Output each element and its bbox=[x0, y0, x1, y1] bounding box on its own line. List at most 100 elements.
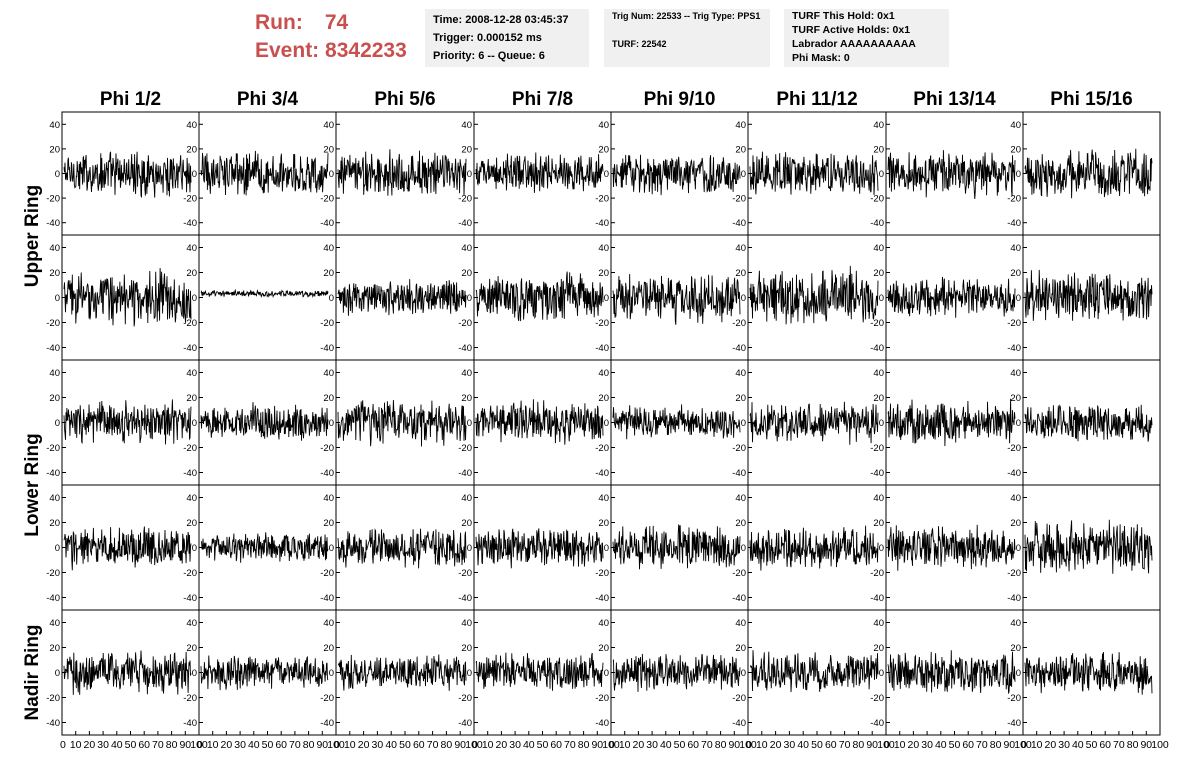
x-tick-label: 80 bbox=[441, 739, 453, 751]
y-tick-label: 0 bbox=[1016, 169, 1021, 180]
x-tick-label: 100 bbox=[1014, 739, 1032, 751]
y-tick-label: 40 bbox=[461, 120, 472, 131]
y-tick-label: 0 bbox=[192, 418, 197, 429]
y-tick-label: -40 bbox=[1007, 593, 1021, 604]
y-tick-label: 40 bbox=[461, 618, 472, 629]
column-header: Phi 5/6 bbox=[374, 89, 435, 110]
waveform-trace bbox=[337, 279, 467, 316]
y-tick-label: 0 bbox=[467, 668, 472, 679]
y-tick-label: -20 bbox=[595, 318, 609, 329]
y-tick-label: 20 bbox=[735, 393, 746, 404]
y-tick-label: 0 bbox=[741, 543, 746, 554]
y-tick-label: -40 bbox=[595, 468, 609, 479]
y-tick-label: 40 bbox=[873, 368, 884, 379]
y-tick-label: 40 bbox=[49, 618, 60, 629]
y-tick-label: 0 bbox=[192, 169, 197, 180]
x-tick-label: 70 bbox=[839, 739, 851, 751]
waveform-trace bbox=[1024, 269, 1153, 321]
x-tick-label: 60 bbox=[962, 739, 974, 751]
y-tick-label: 40 bbox=[323, 618, 334, 629]
y-tick-label: -40 bbox=[732, 343, 746, 354]
y-tick-label: 0 bbox=[329, 293, 334, 304]
x-tick-label: 20 bbox=[358, 739, 370, 751]
y-tick-label: 40 bbox=[323, 120, 334, 131]
y-tick-label: 40 bbox=[461, 493, 472, 504]
x-tick-label: 80 bbox=[715, 739, 727, 751]
y-tick-label: 20 bbox=[49, 643, 60, 654]
y-tick-label: 20 bbox=[49, 518, 60, 529]
y-tick-label: 40 bbox=[873, 243, 884, 254]
trig-num-text: Trig Num: 22533 -- Trig Type: PPS1 bbox=[612, 11, 761, 21]
waveform-trace bbox=[200, 655, 329, 691]
waveform-trace bbox=[475, 528, 604, 569]
y-tick-label: 20 bbox=[186, 144, 197, 155]
waveform-trace bbox=[612, 653, 741, 692]
y-tick-label: -20 bbox=[458, 443, 472, 454]
y-tick-label: 0 bbox=[741, 668, 746, 679]
y-tick-label: 20 bbox=[461, 643, 472, 654]
y-tick-label: -40 bbox=[732, 718, 746, 729]
y-tick-label: 40 bbox=[873, 618, 884, 629]
x-tick-label: 100 bbox=[1151, 739, 1169, 751]
y-tick-label: -20 bbox=[870, 318, 884, 329]
x-tick-label: 20 bbox=[1045, 739, 1057, 751]
ring-label: Upper Ring bbox=[22, 185, 43, 287]
y-tick-label: 20 bbox=[1010, 268, 1021, 279]
x-tick-label: 90 bbox=[866, 739, 878, 751]
x-tick-label: 50 bbox=[674, 739, 686, 751]
y-tick-label: 40 bbox=[1010, 493, 1021, 504]
y-tick-label: 20 bbox=[598, 518, 609, 529]
waveform-trace bbox=[337, 149, 467, 196]
y-tick-label: -20 bbox=[870, 568, 884, 579]
y-tick-label: 20 bbox=[323, 518, 334, 529]
y-tick-label: -40 bbox=[320, 718, 334, 729]
y-tick-label: 40 bbox=[873, 493, 884, 504]
x-tick-label: 30 bbox=[1058, 739, 1070, 751]
y-tick-label: -40 bbox=[320, 468, 334, 479]
y-tick-label: -40 bbox=[458, 593, 472, 604]
y-tick-label: 0 bbox=[741, 293, 746, 304]
y-tick-label: -40 bbox=[183, 218, 197, 229]
x-tick-label: 60 bbox=[687, 739, 699, 751]
y-tick-label: -40 bbox=[870, 718, 884, 729]
x-tick-label: 90 bbox=[728, 739, 740, 751]
y-tick-label: 40 bbox=[735, 493, 746, 504]
x-tick-label: 60 bbox=[413, 739, 425, 751]
y-tick-label: -20 bbox=[870, 693, 884, 704]
y-tick-label: 20 bbox=[873, 393, 884, 404]
x-tick-label: 0 bbox=[60, 739, 66, 751]
y-tick-label: -40 bbox=[1007, 218, 1021, 229]
x-tick-label: 40 bbox=[523, 739, 535, 751]
waveform-trace bbox=[1024, 651, 1153, 695]
phi-mask-text: Phi Mask: 0 bbox=[792, 52, 850, 64]
y-tick-label: 20 bbox=[598, 643, 609, 654]
y-tick-label: -40 bbox=[183, 468, 197, 479]
y-tick-label: -40 bbox=[320, 593, 334, 604]
y-tick-label: 40 bbox=[186, 368, 197, 379]
x-tick-label: 100 bbox=[327, 739, 345, 751]
plot-frame bbox=[198, 234, 337, 361]
y-tick-label: 20 bbox=[461, 393, 472, 404]
x-tick-label: 70 bbox=[564, 739, 576, 751]
x-tick-label: 10 bbox=[756, 739, 768, 751]
x-tick-label: 30 bbox=[646, 739, 658, 751]
y-tick-label: -20 bbox=[183, 693, 197, 704]
column-header: Phi 1/2 bbox=[100, 89, 161, 110]
plot-frame bbox=[610, 359, 749, 486]
x-tick-label: 30 bbox=[97, 739, 109, 751]
x-tick-label: 10 bbox=[207, 739, 219, 751]
y-tick-label: 0 bbox=[192, 543, 197, 554]
y-tick-label: -40 bbox=[320, 343, 334, 354]
y-tick-label: 40 bbox=[735, 618, 746, 629]
x-tick-label: 50 bbox=[262, 739, 274, 751]
y-tick-label: 0 bbox=[467, 418, 472, 429]
y-tick-label: 40 bbox=[186, 120, 197, 131]
plot-frame bbox=[747, 609, 887, 736]
x-tick-label: 40 bbox=[797, 739, 809, 751]
turf-info-box: TURF This Hold: 0x1 TURF Active Holds: 0… bbox=[784, 9, 949, 67]
y-tick-label: 40 bbox=[186, 618, 197, 629]
y-tick-label: -40 bbox=[1007, 343, 1021, 354]
x-tick-label: 70 bbox=[289, 739, 301, 751]
y-tick-label: -40 bbox=[458, 218, 472, 229]
x-tick-label: 40 bbox=[385, 739, 397, 751]
